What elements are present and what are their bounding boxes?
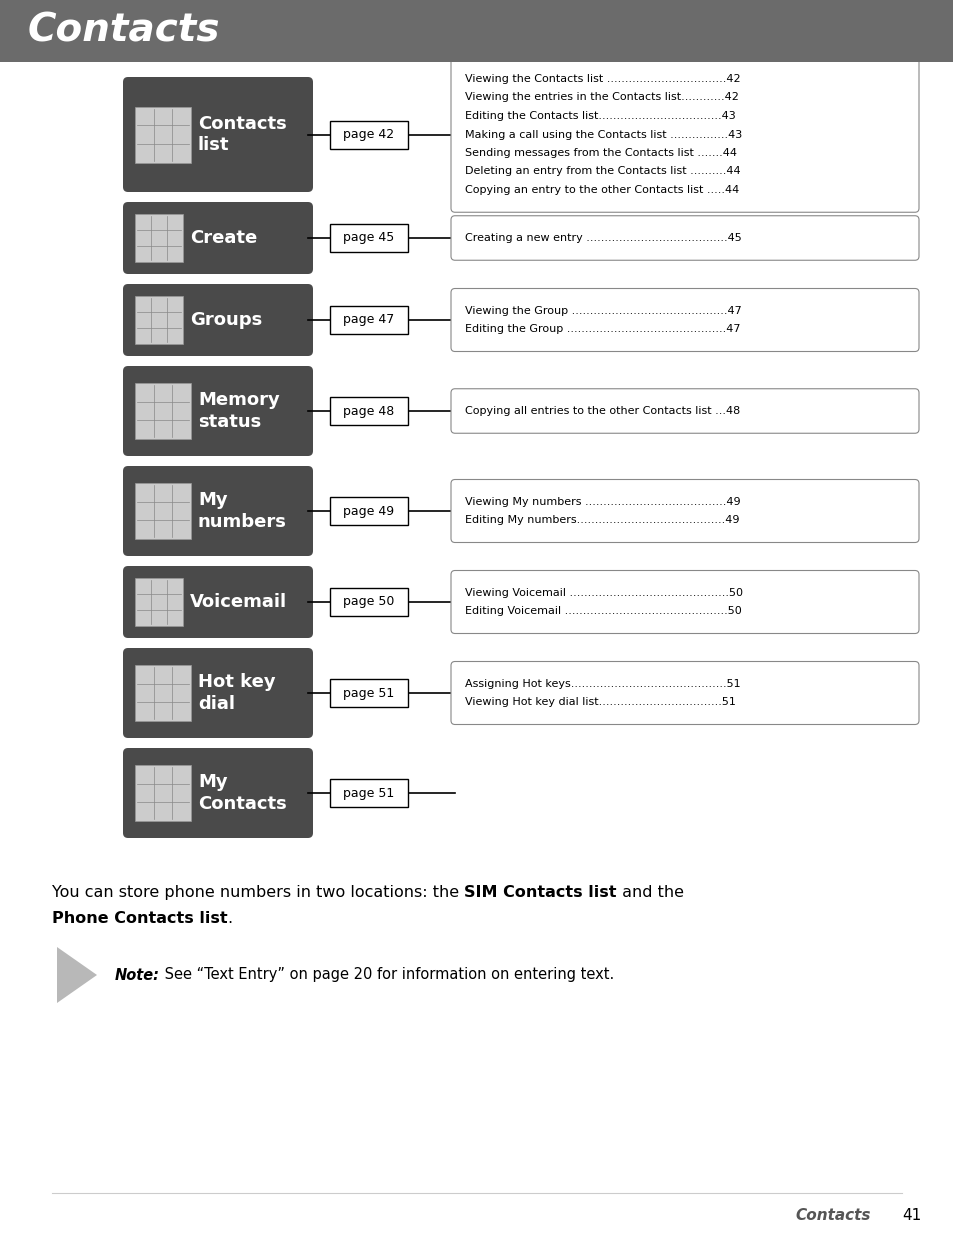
FancyBboxPatch shape: [330, 224, 408, 251]
Text: page 51: page 51: [343, 686, 395, 700]
FancyBboxPatch shape: [135, 383, 191, 439]
Text: Editing the Contacts list..................................43: Editing the Contacts list...............…: [464, 111, 735, 121]
Text: Sending messages from the Contacts list .......44: Sending messages from the Contacts list …: [464, 148, 737, 158]
FancyBboxPatch shape: [451, 661, 918, 725]
FancyBboxPatch shape: [451, 388, 918, 433]
FancyBboxPatch shape: [123, 748, 313, 838]
FancyBboxPatch shape: [330, 588, 408, 616]
Text: page 48: page 48: [343, 405, 395, 417]
Text: Making a call using the Contacts list ................43: Making a call using the Contacts list ..…: [464, 129, 741, 139]
FancyBboxPatch shape: [135, 764, 191, 820]
FancyBboxPatch shape: [123, 566, 313, 637]
FancyBboxPatch shape: [451, 289, 918, 351]
Text: .: .: [228, 911, 233, 926]
Polygon shape: [57, 947, 97, 1003]
Text: Copying all entries to the other Contacts list ...48: Copying all entries to the other Contact…: [464, 406, 740, 416]
Text: Editing the Group ............................................47: Editing the Group ......................…: [464, 324, 740, 334]
FancyBboxPatch shape: [135, 665, 191, 721]
FancyBboxPatch shape: [123, 466, 313, 557]
FancyBboxPatch shape: [135, 483, 191, 539]
FancyBboxPatch shape: [123, 77, 313, 192]
FancyBboxPatch shape: [451, 570, 918, 634]
Text: SIM Contacts list: SIM Contacts list: [464, 885, 616, 900]
Text: page 42: page 42: [343, 128, 395, 141]
Text: Editing Voicemail .............................................50: Editing Voicemail ......................…: [464, 606, 741, 616]
Text: Phone Contacts list: Phone Contacts list: [52, 911, 228, 926]
FancyBboxPatch shape: [123, 366, 313, 456]
Text: page 45: page 45: [343, 232, 395, 244]
Text: You can store phone numbers in two locations: the: You can store phone numbers in two locat…: [52, 885, 464, 900]
Text: Memory
status: Memory status: [198, 391, 279, 431]
FancyBboxPatch shape: [330, 397, 408, 425]
Text: My
numbers: My numbers: [198, 492, 287, 530]
Text: Contacts: Contacts: [28, 12, 220, 50]
FancyBboxPatch shape: [451, 57, 918, 212]
Text: Viewing the entries in the Contacts list............42: Viewing the entries in the Contacts list…: [464, 92, 739, 102]
Text: Contacts: Contacts: [794, 1208, 869, 1223]
Text: page 49: page 49: [343, 504, 395, 518]
FancyBboxPatch shape: [451, 479, 918, 543]
Text: 41: 41: [901, 1208, 921, 1223]
Text: My
Contacts: My Contacts: [198, 773, 287, 813]
Text: Contacts
list: Contacts list: [198, 115, 287, 154]
Text: Assigning Hot keys...........................................51: Assigning Hot keys......................…: [464, 679, 740, 688]
Text: Viewing the Contacts list .................................42: Viewing the Contacts list ..............…: [464, 73, 740, 83]
Text: Hot key
dial: Hot key dial: [198, 674, 275, 712]
FancyBboxPatch shape: [451, 215, 918, 260]
Text: Voicemail: Voicemail: [190, 593, 287, 611]
Text: See “Text Entry” on page 20 for information on entering text.: See “Text Entry” on page 20 for informat…: [160, 967, 614, 982]
FancyBboxPatch shape: [330, 306, 408, 334]
FancyBboxPatch shape: [135, 578, 183, 626]
Text: Viewing My numbers .......................................49: Viewing My numbers .....................…: [464, 497, 740, 507]
FancyBboxPatch shape: [330, 121, 408, 148]
Text: Viewing Hot key dial list..................................51: Viewing Hot key dial list...............…: [464, 697, 735, 707]
Text: Deleting an entry from the Contacts list ..........44: Deleting an entry from the Contacts list…: [464, 167, 740, 177]
Text: Groups: Groups: [190, 311, 262, 329]
FancyBboxPatch shape: [135, 214, 183, 261]
Text: and the: and the: [616, 885, 683, 900]
Text: Editing My numbers.........................................49: Editing My numbers......................…: [464, 515, 739, 525]
FancyBboxPatch shape: [0, 0, 953, 62]
Text: Viewing Voicemail ............................................50: Viewing Voicemail ......................…: [464, 588, 742, 598]
Text: Creating a new entry .......................................45: Creating a new entry ...................…: [464, 233, 741, 243]
FancyBboxPatch shape: [135, 296, 183, 344]
Text: page 50: page 50: [343, 595, 395, 609]
Text: Copying an entry to the other Contacts list .....44: Copying an entry to the other Contacts l…: [464, 186, 739, 195]
FancyBboxPatch shape: [330, 779, 408, 807]
Text: Viewing the Group ...........................................47: Viewing the Group ......................…: [464, 306, 741, 316]
Text: Create: Create: [190, 229, 257, 247]
Text: page 51: page 51: [343, 787, 395, 799]
FancyBboxPatch shape: [135, 107, 191, 163]
Text: page 47: page 47: [343, 314, 395, 326]
FancyBboxPatch shape: [123, 647, 313, 738]
FancyBboxPatch shape: [123, 202, 313, 274]
FancyBboxPatch shape: [123, 284, 313, 356]
FancyBboxPatch shape: [330, 497, 408, 525]
FancyBboxPatch shape: [330, 679, 408, 707]
Text: Note:: Note:: [115, 967, 160, 982]
